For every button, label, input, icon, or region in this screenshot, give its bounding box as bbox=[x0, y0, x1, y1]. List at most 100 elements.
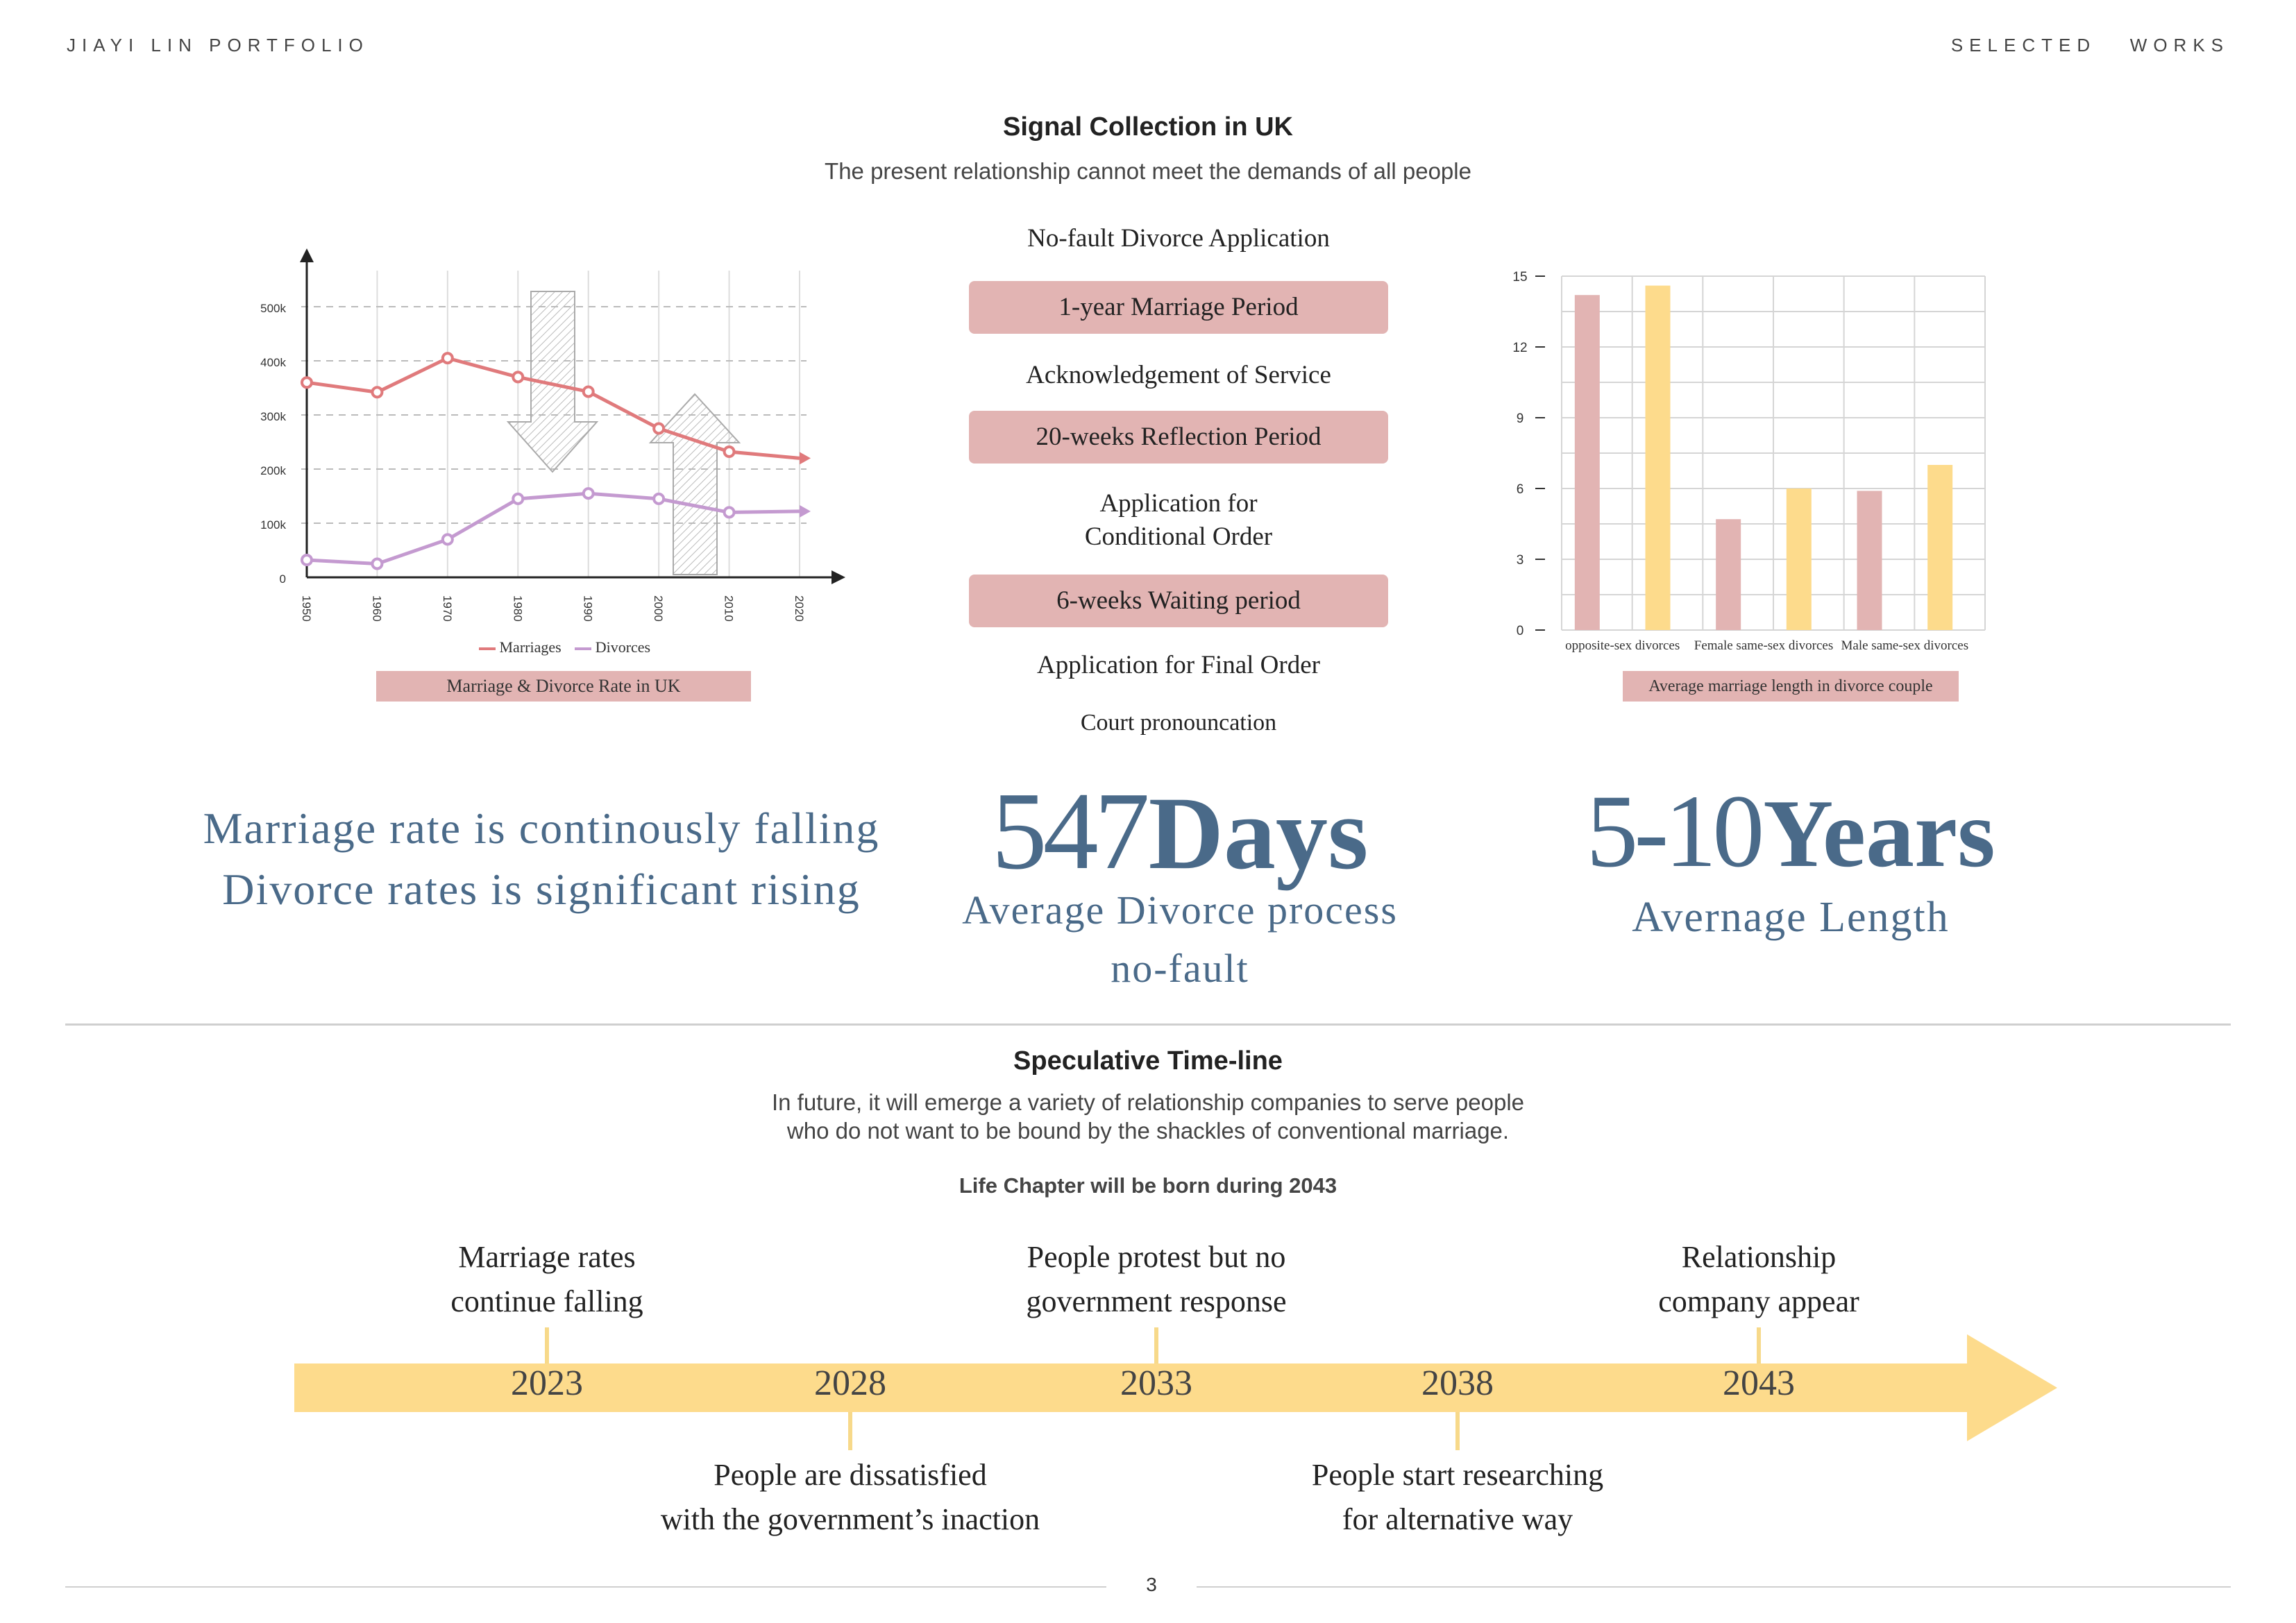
year-2023: 2023 bbox=[511, 1363, 583, 1403]
line-chart-xtick-label: 2010 bbox=[723, 595, 736, 622]
series-divorces-line bbox=[306, 491, 800, 566]
legend-divorces-swatch bbox=[575, 647, 592, 650]
bar-chart-ytick-label: 0 bbox=[1517, 624, 1524, 638]
line-chart-xtick-label: 2020 bbox=[793, 595, 806, 622]
step-conditional-line2: Conditional Order bbox=[1084, 522, 1273, 551]
bar-chart-ytick-label: 9 bbox=[1517, 411, 1524, 426]
line-chart-ytick-label: 100k bbox=[260, 518, 286, 532]
bar-chart-ytick-label: 6 bbox=[1517, 482, 1524, 497]
trend-line-divorce: Divorce rates is significant rising bbox=[222, 865, 861, 914]
line-chart-xtick-label: 1950 bbox=[300, 595, 313, 622]
bar-chart-ytick-label: 3 bbox=[1517, 553, 1524, 568]
bar-chart-category-label: Male same-sex divorces bbox=[1841, 638, 1969, 653]
bar-chart-ytick-label: 15 bbox=[1512, 270, 1527, 284]
bar-2-0 bbox=[1857, 491, 1882, 630]
series-divorces-point bbox=[652, 492, 666, 505]
tick-2038 bbox=[1455, 1412, 1460, 1450]
timeline-subtitle-line1: In future, it will emerge a variety of r… bbox=[771, 1089, 1525, 1115]
section-label: SELECTED WORKS bbox=[1950, 35, 2229, 56]
step-conditional-line1: Application for bbox=[1099, 489, 1258, 518]
bar-2-1 bbox=[1927, 465, 1953, 630]
line-chart-xtick-label: 1990 bbox=[582, 595, 595, 622]
event-2038: People start researching for alternative… bbox=[1249, 1453, 1666, 1542]
line-chart-xtick-label: 1980 bbox=[511, 595, 524, 622]
timeline-subtitle-line2: who do not want to be bound by the shack… bbox=[786, 1118, 1510, 1144]
year-2038: 2038 bbox=[1421, 1363, 1494, 1403]
series-marriages-point bbox=[371, 386, 384, 399]
step-conditional-order: Application for Conditional Order bbox=[969, 487, 1388, 554]
section-divider bbox=[65, 1023, 2231, 1026]
bar-chart-category-label: opposite-sex divorces bbox=[1565, 638, 1680, 653]
years-number: 5-10 bbox=[1586, 774, 1764, 889]
step-marriage-period: 1-year Marriage Period bbox=[969, 281, 1388, 334]
event-2033: People protest but no government respons… bbox=[976, 1235, 1337, 1324]
event-2043-line1: Relationship bbox=[1681, 1240, 1837, 1274]
down-trend-arrow bbox=[506, 291, 599, 473]
step-no-fault-application: No-fault Divorce Application bbox=[1027, 224, 1330, 253]
series-divorces-point bbox=[441, 533, 454, 546]
series-marriages-point bbox=[723, 445, 736, 459]
marriage-length-bar-chart: 0 3 6 9 12 15 opposite-sex divorces Female same… bbox=[1512, 270, 1986, 653]
line-chart-xtick-label: 2000 bbox=[652, 595, 665, 622]
marriage-divorce-line-chart: 0 100k 200k 300k 400k 500k 1950 1960 1970 1980 199… bbox=[260, 248, 845, 622]
y-axis-arrowhead bbox=[300, 248, 314, 262]
line-chart-caption: Marriage & Divorce Rate in UK bbox=[376, 671, 751, 702]
portfolio-name: JIAYI LIN PORTFOLIO bbox=[67, 35, 369, 56]
page-number: 3 bbox=[1146, 1574, 1157, 1595]
divorce-process-line1: Average Divorce process bbox=[962, 887, 1398, 933]
marriage-length-stat: 5-10 Years bbox=[1527, 772, 2054, 891]
line-chart-ytick-label: 0 bbox=[280, 572, 286, 586]
step-waiting-period: 6-weeks Waiting period bbox=[969, 575, 1388, 627]
event-2038-line2: for alternative way bbox=[1342, 1502, 1573, 1536]
series-marriages-point bbox=[512, 371, 525, 384]
line-chart-ytick-label: 200k bbox=[260, 464, 286, 477]
event-2028-line2: with the government’s inaction bbox=[660, 1502, 1040, 1536]
average-length-label: Avernage Length bbox=[1632, 894, 1950, 941]
bar-chart-ytick-label: 12 bbox=[1512, 341, 1527, 355]
trend-line-marriage: Marriage rate is continously falling bbox=[203, 804, 880, 853]
legend-marriages-label: Marriages bbox=[499, 638, 562, 656]
timeline-subtitle: In future, it will emerge a variety of r… bbox=[0, 1088, 2296, 1145]
timeline-note: Life Chapter will be born during 2043 bbox=[959, 1173, 1337, 1198]
tick-2033 bbox=[1154, 1327, 1158, 1363]
series-marriages-point bbox=[652, 422, 666, 435]
timeline-arrowhead bbox=[1967, 1334, 2057, 1441]
line-chart-legend: Marriages Divorces bbox=[479, 638, 673, 659]
legend-divorces-label: Divorces bbox=[595, 638, 651, 656]
up-trend-arrow bbox=[648, 393, 741, 575]
step-court-pronouncement: Court pronouncation bbox=[1080, 710, 1277, 736]
event-2023-line1: Marriage rates bbox=[458, 1240, 636, 1274]
event-2028-line1: People are dissatisfied bbox=[714, 1458, 987, 1492]
series-marriages-point bbox=[301, 376, 313, 389]
event-2043-line2: company appear bbox=[1658, 1284, 1859, 1318]
series-marriages-line bbox=[306, 356, 800, 460]
bar-0-1 bbox=[1645, 285, 1671, 630]
x-axis-arrowhead bbox=[832, 570, 845, 584]
legend-marriages-swatch bbox=[479, 647, 496, 650]
series-divorces-point bbox=[723, 506, 736, 519]
series-divorces-point bbox=[512, 492, 525, 505]
tick-2043 bbox=[1757, 1327, 1761, 1363]
series-marriages-point bbox=[441, 352, 454, 365]
line-chart-ytick-label: 500k bbox=[260, 302, 286, 315]
event-2033-line1: People protest but no bbox=[1027, 1240, 1286, 1274]
line-chart-xtick-label: 1960 bbox=[370, 595, 383, 622]
divorce-process-label: Average Divorce process no-fault bbox=[923, 881, 1437, 998]
event-2043: Relationship company appear bbox=[1578, 1235, 1939, 1324]
trend-statement: Marriage rate is continously falling Div… bbox=[160, 798, 923, 920]
signal-subtitle: The present relationship cannot meet the… bbox=[825, 158, 1471, 184]
line-chart-ytick-label: 400k bbox=[260, 356, 286, 369]
event-2028: People are dissatisfied with the governm… bbox=[628, 1453, 1072, 1542]
footer-rule-left bbox=[65, 1586, 1106, 1588]
line-chart-ytick-label: 300k bbox=[260, 410, 286, 423]
timeline-title: Speculative Time-line bbox=[1013, 1046, 1283, 1076]
years-unit: Years bbox=[1763, 780, 1995, 887]
bar-0-0 bbox=[1574, 295, 1600, 630]
series-divorces-point bbox=[371, 557, 384, 570]
tick-2023 bbox=[545, 1327, 549, 1363]
timeline-bar bbox=[294, 1363, 1981, 1412]
footer-rule-right bbox=[1197, 1586, 2231, 1588]
divorce-process-line2: no-fault bbox=[1111, 946, 1249, 991]
event-2023-line2: continue falling bbox=[450, 1284, 643, 1318]
bar-chart-caption: Average marriage length in divorce coupl… bbox=[1623, 671, 1959, 702]
